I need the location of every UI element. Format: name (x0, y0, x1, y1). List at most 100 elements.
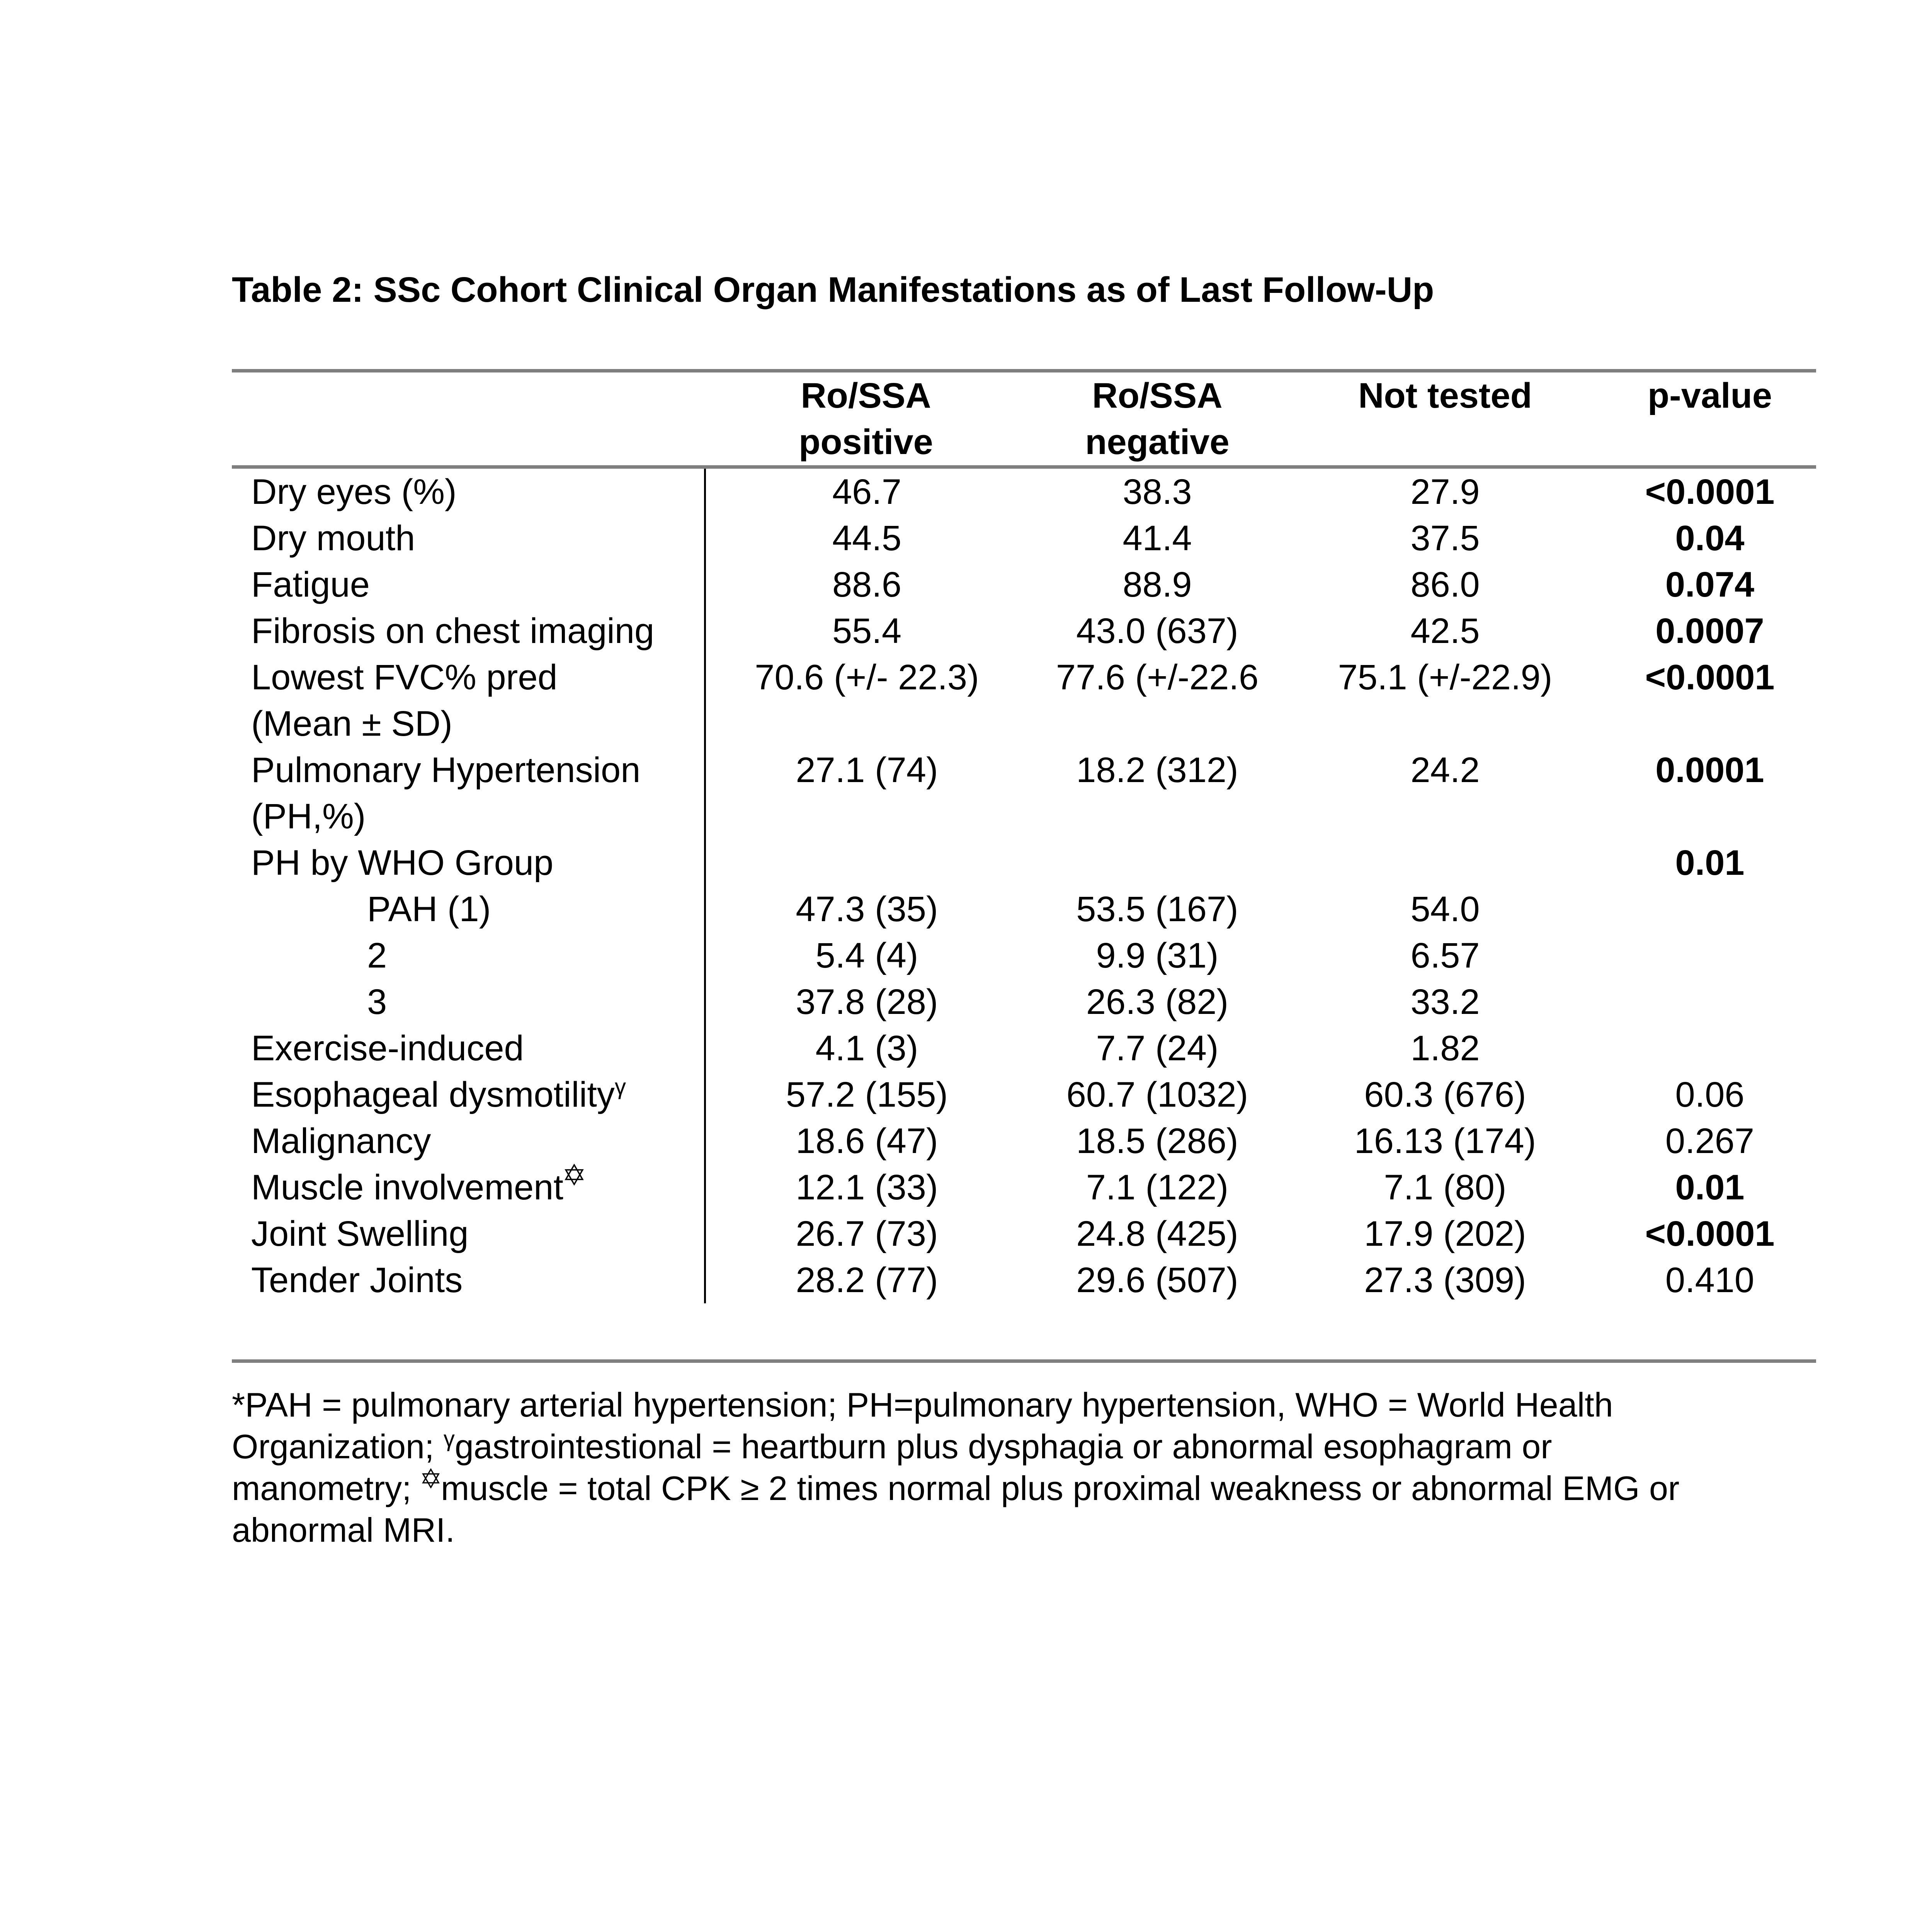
table-row: Fibrosis on chest imaging 55.4 43.0 (637… (232, 608, 1816, 654)
table-row: Joint Swelling 26.7 (73) 24.8 (425) 17.9… (232, 1211, 1816, 1257)
row-label: Fatigue (251, 565, 370, 604)
header-p-value: p-value (1647, 376, 1772, 415)
cell-positive: 18.6 (47) (704, 1118, 1028, 1164)
cell-positive: 57.2 (155) (704, 1071, 1028, 1118)
cell-p-value: 0.01 (1675, 1168, 1745, 1207)
cell-p-value (1604, 886, 1816, 932)
cell-negative: 18.2 (312) (1076, 750, 1238, 790)
data-table: Ro/SSA positive Ro/SSA negative Not test… (232, 369, 1816, 1363)
footnote-line: *PAH = pulmonary arterial hypertension; … (232, 1386, 1613, 1424)
table-row: Fatigue 88.6 88.9 86.0 0.074 (232, 561, 1816, 608)
table-row: Malignancy 18.6 (47) 18.5 (286) 16.13 (1… (232, 1118, 1816, 1164)
cell-positive: 70.6 (+/- 22.3) (704, 654, 1028, 747)
table-bottom-spacer (232, 1303, 1816, 1359)
row-label: Malignancy (251, 1121, 431, 1161)
cell-p-value: 0.06 (1675, 1075, 1745, 1114)
footnote-line: Organization; γgastrointestional = heart… (232, 1426, 1552, 1466)
hexagram-star-icon (421, 1468, 441, 1488)
cell-p-value (1604, 932, 1816, 979)
table-row: PAH (1) 47.3 (35) 53.5 (167) 54.0 (232, 886, 1816, 932)
cell-not-tested: 17.9 (202) (1364, 1214, 1526, 1253)
cell-negative: 26.3 (82) (1086, 982, 1229, 1022)
cell-positive: 88.6 (704, 561, 1028, 608)
footnote-line: abnormal MRI. (232, 1511, 455, 1549)
row-label: Lowest FVC% pred (Mean ± SD) (251, 658, 558, 743)
cell-positive: 4.1 (3) (704, 1025, 1028, 1071)
cell-positive: 5.4 (4) (704, 932, 1028, 979)
cell-not-tested: 42.5 (1410, 611, 1480, 651)
cell-p-value: <0.0001 (1645, 472, 1775, 512)
cell-positive: 55.4 (704, 608, 1028, 654)
cell-not-tested: 6.57 (1410, 936, 1480, 975)
header-rossa-negative: Ro/SSA negative (1085, 376, 1230, 462)
footnote: *PAH = pulmonary arterial hypertension; … (232, 1384, 1816, 1551)
cell-not-tested: 7.1 (80) (1384, 1168, 1507, 1207)
cell-p-value: 0.267 (1665, 1121, 1755, 1161)
row-label: Joint Swelling (251, 1214, 469, 1253)
cell-not-tested: 27.3 (309) (1364, 1260, 1526, 1300)
cell-positive: 27.1 (74) (704, 747, 1028, 840)
table-row: Muscle involvement 12.1 (33) 7.1 (122) 7… (232, 1164, 1816, 1211)
footnote-line: manometry; muscle = total CPK ≥ 2 times … (232, 1468, 1680, 1507)
cell-not-tested: 1.82 (1410, 1029, 1480, 1068)
header-rossa-positive: Ro/SSA positive (799, 376, 933, 462)
table-row: Exercise-induced 4.1 (3) 7.7 (24) 1.82 (232, 1025, 1816, 1071)
row-label: 2 (367, 936, 387, 975)
cell-p-value: 0.410 (1665, 1260, 1755, 1300)
row-label: Fibrosis on chest imaging (251, 611, 655, 651)
cell-negative: 77.6 (+/-22.6 (1056, 658, 1259, 697)
header-empty (232, 372, 704, 465)
cell-p-value: <0.0001 (1645, 1214, 1775, 1253)
table-row: 2 5.4 (4) 9.9 (31) 6.57 (232, 932, 1816, 979)
cell-not-tested: 60.3 (676) (1364, 1075, 1526, 1114)
cell-negative: 7.7 (24) (1096, 1029, 1219, 1068)
header-not-tested: Not tested (1358, 376, 1532, 415)
cell-p-value: 0.0001 (1655, 750, 1764, 790)
cell-not-tested: 37.5 (1410, 519, 1480, 558)
table-row: 3 37.8 (28) 26.3 (82) 33.2 (232, 979, 1816, 1025)
cell-positive: 12.1 (33) (704, 1164, 1028, 1211)
cell-not-tested: 54.0 (1410, 889, 1480, 929)
cell-p-value (1604, 1025, 1816, 1071)
cell-p-value: 0.01 (1675, 843, 1745, 883)
cell-p-value: 0.04 (1675, 519, 1745, 558)
row-label: Tender Joints (251, 1260, 463, 1300)
cell-negative: 9.9 (31) (1096, 936, 1219, 975)
cell-negative: 7.1 (122) (1086, 1168, 1229, 1207)
table-row: Lowest FVC% pred (Mean ± SD) 70.6 (+/- 2… (232, 654, 1816, 747)
cell-positive: 44.5 (704, 515, 1028, 561)
row-label: PAH (1) (367, 889, 491, 929)
gamma-superscript: γ (443, 1426, 455, 1452)
table-header-row: Ro/SSA positive Ro/SSA negative Not test… (232, 372, 1816, 469)
cell-negative (1028, 840, 1287, 886)
row-label: Dry eyes (%) (251, 472, 457, 512)
cell-positive: 47.3 (35) (704, 886, 1028, 932)
cell-negative: 18.5 (286) (1076, 1121, 1238, 1161)
cell-negative: 53.5 (167) (1076, 889, 1238, 929)
table-row: PH by WHO Group 0.01 (232, 840, 1816, 886)
table-row: Tender Joints 28.2 (77) 29.6 (507) 27.3 … (232, 1257, 1816, 1303)
cell-positive (704, 840, 1028, 886)
row-label: Muscle involvement (232, 1164, 704, 1211)
page-title: Table 2: SSc Cohort Clinical Organ Manif… (232, 270, 1434, 310)
table-row: Pulmonary Hypertension (PH,%) 27.1 (74) … (232, 747, 1816, 840)
cell-positive: 26.7 (73) (704, 1211, 1028, 1257)
cell-not-tested: 16.13 (174) (1354, 1121, 1536, 1161)
row-label: 3 (367, 982, 387, 1022)
row-label: Exercise-induced (251, 1029, 524, 1068)
cell-positive: 28.2 (77) (704, 1257, 1028, 1303)
gamma-superscript: γ (614, 1074, 626, 1100)
row-label: PH by WHO Group (251, 843, 554, 883)
cell-positive: 46.7 (704, 469, 1028, 515)
row-label: Pulmonary Hypertension (PH,%) (251, 750, 641, 836)
cell-negative: 41.4 (1122, 519, 1192, 558)
row-label: Esophageal dysmotilityγ (251, 1074, 626, 1114)
cell-not-tested: 33.2 (1410, 982, 1480, 1022)
cell-negative: 24.8 (425) (1076, 1214, 1238, 1253)
document-content: Table 2: SSc Cohort Clinical Organ Manif… (232, 267, 1816, 1551)
cell-negative: 29.6 (507) (1076, 1260, 1238, 1300)
cell-positive: 37.8 (28) (704, 979, 1028, 1025)
cell-not-tested: 27.9 (1410, 472, 1480, 512)
cell-not-tested (1287, 840, 1604, 886)
